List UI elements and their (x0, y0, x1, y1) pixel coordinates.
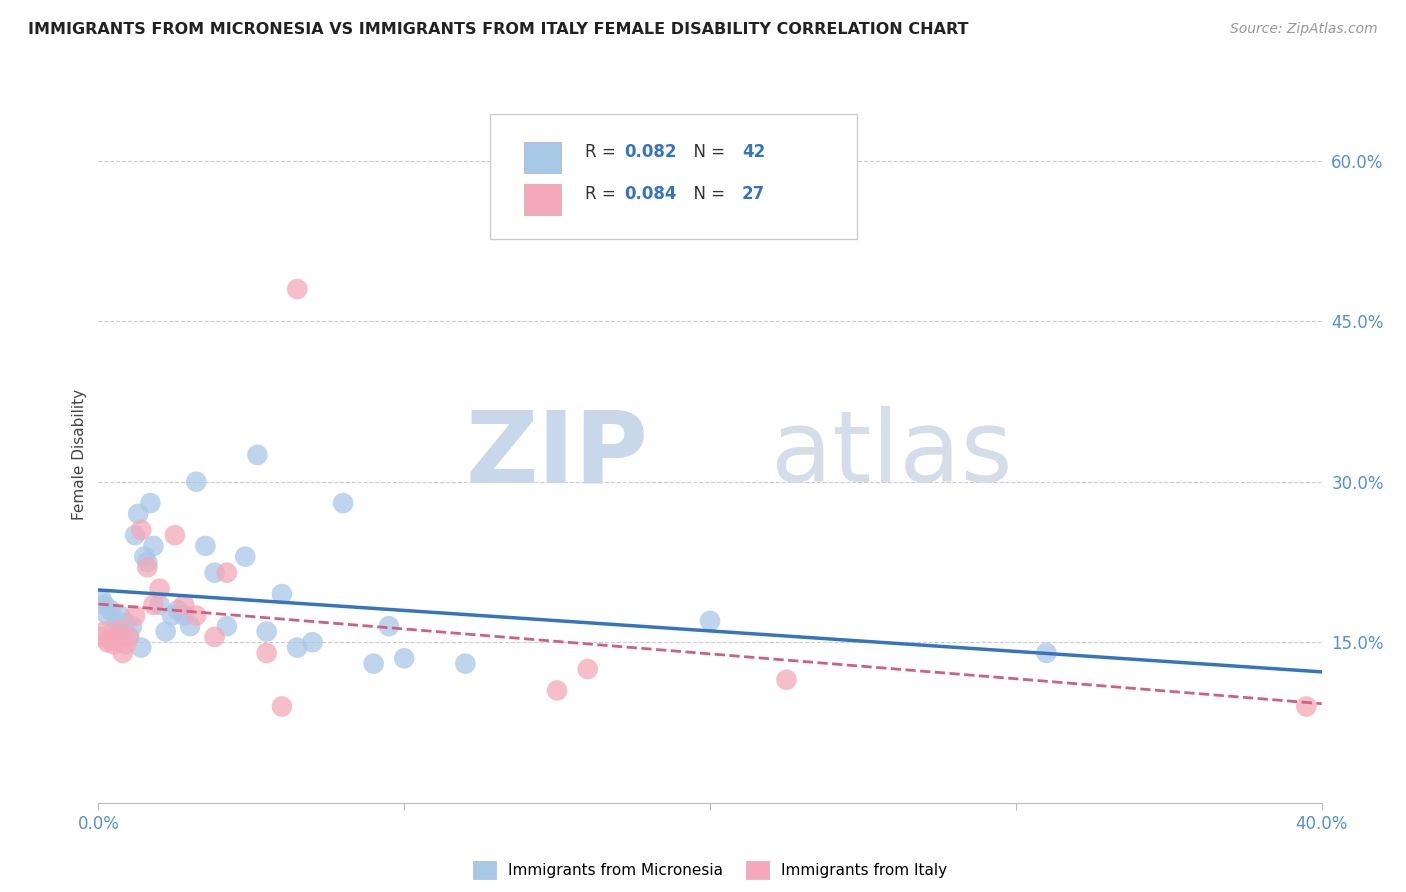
Point (256, 646, 278, 660)
Point (270, 699, 292, 714)
Point (270, 587, 292, 601)
Point (93, 598, 115, 612)
Point (301, 635, 323, 649)
Point (111, 624, 134, 639)
Point (546, 683, 568, 698)
Text: N =: N = (683, 144, 731, 161)
Text: atlas: atlas (772, 407, 1012, 503)
Point (392, 651, 416, 665)
Point (173, 608, 195, 623)
Point (118, 630, 141, 644)
Text: 42: 42 (742, 144, 765, 161)
Point (103, 624, 125, 639)
Point (194, 539, 217, 553)
Point (204, 566, 226, 580)
Text: R =: R = (585, 185, 621, 203)
Point (454, 657, 477, 671)
Point (775, 673, 797, 687)
Point (111, 646, 134, 660)
Point (118, 630, 141, 644)
Point (149, 598, 172, 612)
Point (173, 598, 195, 612)
Point (204, 630, 226, 644)
Point (90, 630, 112, 644)
Point (215, 566, 238, 580)
Point (142, 598, 165, 612)
Point (163, 528, 186, 542)
Point (576, 662, 599, 676)
Point (90, 592, 112, 607)
Point (699, 614, 721, 628)
Point (103, 637, 125, 651)
Point (1035, 646, 1057, 660)
Bar (524, 184, 561, 215)
Text: 0.082: 0.082 (624, 144, 676, 161)
Point (139, 496, 162, 510)
Point (105, 614, 128, 628)
Point (186, 608, 208, 623)
Point (136, 555, 159, 569)
Point (285, 640, 308, 655)
Point (160, 608, 183, 623)
Point (285, 282, 308, 296)
Point (246, 448, 269, 462)
Point (100, 633, 122, 648)
Point (115, 637, 138, 651)
Point (97, 635, 120, 649)
Point (186, 475, 208, 489)
Text: Source: ZipAtlas.com: Source: ZipAtlas.com (1230, 22, 1378, 37)
Point (134, 549, 156, 564)
Point (105, 630, 128, 644)
Point (332, 496, 354, 510)
Point (142, 539, 165, 553)
Y-axis label: Female Disability: Female Disability (72, 389, 87, 521)
Point (100, 603, 122, 617)
Point (108, 619, 131, 633)
Point (108, 623, 131, 637)
Point (378, 619, 401, 633)
Point (256, 624, 278, 639)
Bar (524, 142, 561, 173)
Point (127, 507, 149, 521)
Point (1295, 699, 1317, 714)
Point (124, 528, 146, 542)
Legend: Immigrants from Micronesia, Immigrants from Italy: Immigrants from Micronesia, Immigrants f… (467, 855, 953, 886)
Point (108, 608, 131, 623)
Text: 0.084: 0.084 (624, 185, 676, 203)
Point (155, 624, 177, 639)
Text: 27: 27 (742, 185, 765, 203)
Text: ZIP: ZIP (465, 407, 650, 503)
Point (124, 608, 146, 623)
Point (93, 624, 115, 639)
Point (129, 523, 152, 537)
Point (363, 657, 385, 671)
Point (129, 640, 152, 655)
Point (115, 615, 138, 630)
Text: R =: R = (585, 144, 621, 161)
Point (97, 608, 120, 623)
Point (167, 603, 190, 617)
Point (215, 619, 238, 633)
Point (149, 582, 172, 596)
Point (136, 560, 159, 574)
FancyBboxPatch shape (489, 114, 856, 239)
Point (179, 619, 201, 633)
Text: N =: N = (683, 185, 731, 203)
Point (121, 619, 143, 633)
Point (233, 549, 256, 564)
Text: IMMIGRANTS FROM MICRONESIA VS IMMIGRANTS FROM ITALY FEMALE DISABILITY CORRELATIO: IMMIGRANTS FROM MICRONESIA VS IMMIGRANTS… (28, 22, 969, 37)
